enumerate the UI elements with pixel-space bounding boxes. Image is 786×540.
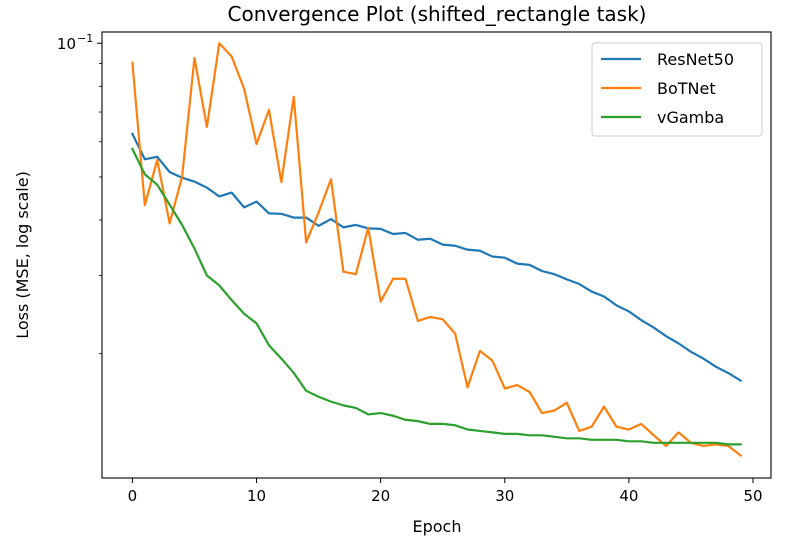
legend: ResNet50 BoTNet vGamba xyxy=(591,42,763,137)
chart-title: Convergence Plot (shifted_rectangle task… xyxy=(228,2,647,26)
series-line-resnet50 xyxy=(130,132,743,383)
x-tick-label: 30 xyxy=(495,487,514,505)
series-group xyxy=(130,42,743,458)
x-tick-label: 0 xyxy=(128,487,138,505)
series-line-botnet xyxy=(131,42,743,458)
x-tick-label: 40 xyxy=(619,487,638,505)
x-tick-label: 20 xyxy=(371,487,390,505)
legend-label-botnet: BoTNet xyxy=(657,79,716,98)
axes-frame xyxy=(101,31,772,479)
series-line-vgamba xyxy=(130,147,742,446)
y-axis-ticks: 10 −1 xyxy=(57,32,102,355)
legend-label-resnet50: ResNet50 xyxy=(657,50,734,69)
y-axis-label: Loss (MSE, log scale) xyxy=(13,171,32,339)
x-tick-label: 50 xyxy=(743,487,762,505)
legend-box xyxy=(591,42,763,137)
x-tick-label: 10 xyxy=(247,487,266,505)
y-major-tick-label: 10 xyxy=(57,35,76,53)
y-major-tick-exponent: −1 xyxy=(77,32,93,45)
x-axis-ticks: 0 10 20 30 40 50 xyxy=(128,478,763,505)
legend-label-vgamba: vGamba xyxy=(657,108,724,127)
x-axis-label: Epoch xyxy=(413,517,462,536)
